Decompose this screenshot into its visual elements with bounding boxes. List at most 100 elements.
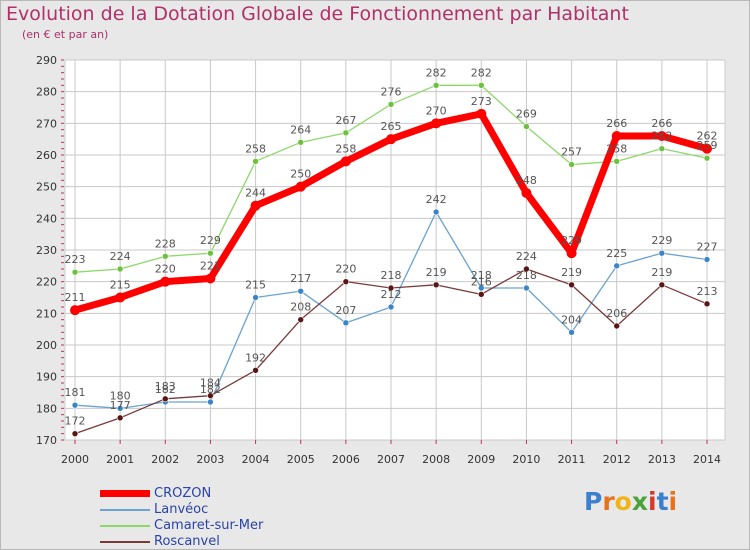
data-label: 267 xyxy=(335,114,356,127)
y-axis: 170 180 190 200 210 220 230 240 250 260 270 280 290 xyxy=(36,54,64,447)
data-point xyxy=(613,322,621,330)
data-point xyxy=(476,108,487,119)
data-point xyxy=(702,143,712,154)
data-point xyxy=(431,118,442,129)
y-tick-label: 220 xyxy=(36,276,57,289)
x-tick-label: 2013 xyxy=(648,453,676,466)
data-point xyxy=(160,276,171,287)
data-point xyxy=(161,395,169,403)
data-label: 219 xyxy=(426,266,447,279)
proxiti-logo: Proxiti xyxy=(584,487,678,516)
data-label: 218 xyxy=(516,269,537,282)
data-label: 248 xyxy=(516,174,537,187)
x-tick-label: 2009 xyxy=(467,453,495,466)
data-point xyxy=(658,145,666,152)
grid-lines xyxy=(65,59,725,441)
legend-label-crozon: CROZON xyxy=(154,486,212,501)
data-point xyxy=(252,158,259,165)
data-point xyxy=(297,139,305,146)
data-point xyxy=(250,200,261,211)
data-point xyxy=(116,265,124,273)
data-point xyxy=(568,281,575,289)
data-point xyxy=(432,82,440,89)
data-point xyxy=(342,319,350,327)
data-label: 266 xyxy=(606,117,627,130)
chart-title: Evolution de la Dotation Globale de Fonc… xyxy=(6,3,629,25)
data-label: 242 xyxy=(426,193,447,206)
data-label: 269 xyxy=(516,108,537,121)
data-point xyxy=(387,303,395,311)
data-label: 219 xyxy=(651,266,672,279)
data-point xyxy=(207,392,214,399)
chart-subtitle: (en € et par an) xyxy=(22,28,109,41)
data-label: 184 xyxy=(200,377,221,390)
data-point xyxy=(658,249,666,257)
data-point xyxy=(477,82,485,89)
data-label: 204 xyxy=(561,313,582,326)
x-tick-label: 2014 xyxy=(693,453,721,466)
data-label: 219 xyxy=(561,266,582,279)
data-label: 207 xyxy=(335,304,356,317)
data-label: 217 xyxy=(290,272,311,285)
data-point xyxy=(252,294,259,301)
data-point xyxy=(297,287,305,295)
data-point xyxy=(523,265,530,273)
x-tick-label: 2000 xyxy=(61,453,89,466)
y-tick-label: 290 xyxy=(36,54,57,67)
data-label: 225 xyxy=(606,247,627,260)
data-point xyxy=(703,154,711,162)
data-point xyxy=(387,101,395,108)
data-label: 264 xyxy=(290,123,311,136)
data-label: 244 xyxy=(245,187,266,200)
x-tick-label: 2007 xyxy=(377,453,405,466)
y-tick-label: 230 xyxy=(36,244,57,257)
data-label: 258 xyxy=(245,142,266,155)
data-label: 221 xyxy=(200,260,221,273)
data-label: 192 xyxy=(245,351,266,364)
data-point xyxy=(161,253,169,260)
legend-swatch-roscanvel xyxy=(100,541,150,543)
data-point xyxy=(342,129,350,137)
y-tick-label: 280 xyxy=(36,86,57,99)
data-point xyxy=(205,273,216,284)
data-label: 265 xyxy=(381,120,402,133)
data-label: 182 xyxy=(155,383,176,396)
data-point xyxy=(432,281,440,289)
data-label: 212 xyxy=(381,288,402,301)
x-tick-label: 2004 xyxy=(242,453,270,466)
x-axis: 2000 2001 2002 2003 2004 2005 2006 2007 2008 2009… xyxy=(61,440,721,466)
x-tick-label: 2012 xyxy=(603,453,631,466)
y-tick-label: 270 xyxy=(36,117,57,130)
data-point xyxy=(115,292,126,303)
data-label: 229 xyxy=(651,234,672,247)
data-label: 258 xyxy=(335,142,356,155)
y-tick-label: 240 xyxy=(36,212,57,225)
data-point xyxy=(342,278,350,285)
data-label: 228 xyxy=(155,237,176,250)
data-point xyxy=(521,188,532,198)
data-point xyxy=(432,208,440,216)
data-point xyxy=(477,284,485,292)
data-label: 215 xyxy=(110,279,131,292)
data-label: 183 xyxy=(155,380,176,393)
data-label: 218 xyxy=(381,269,402,282)
data-point xyxy=(252,367,259,374)
legend-label-camaret: Camaret-sur-Mer xyxy=(154,518,264,533)
data-point xyxy=(613,262,621,270)
data-point xyxy=(116,414,124,422)
data-point xyxy=(611,131,622,141)
x-tick-label: 2001 xyxy=(106,453,134,466)
data-label: 250 xyxy=(290,168,311,181)
data-label: 172 xyxy=(65,415,86,428)
data-label: 224 xyxy=(110,250,131,263)
data-point xyxy=(70,305,80,316)
data-label: 259 xyxy=(697,139,718,152)
data-label: 258 xyxy=(606,142,627,155)
data-label: 273 xyxy=(471,95,492,108)
data-label: 208 xyxy=(290,301,311,314)
data-label: 270 xyxy=(426,104,447,117)
x-tick-label: 2010 xyxy=(512,453,540,466)
legend-swatch-crozon xyxy=(100,490,150,497)
